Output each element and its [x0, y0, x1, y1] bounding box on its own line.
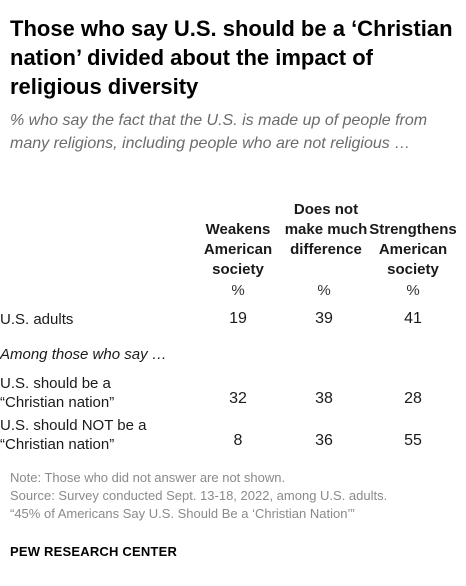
value-cell: 19	[229, 310, 247, 327]
pew-logo: PEW RESEARCH CENTER	[10, 544, 178, 559]
chart-title: Those who say U.S. should be a ‘Christia…	[10, 16, 453, 99]
column-header-label: Weakens American society	[203, 221, 273, 278]
value-cell: 55	[404, 432, 422, 449]
value-cell: 32	[229, 390, 247, 407]
source-text: Source: Survey conducted Sept. 13-18, 20…	[10, 488, 388, 503]
value-cell: 28	[404, 390, 422, 407]
chart-subtitle: % who say the fact that the U.S. is made…	[10, 112, 428, 152]
column-header-label: Strengthens American society	[369, 221, 457, 278]
column-header-weakens: Weakens American society	[188, 220, 288, 280]
value-cell: 36	[315, 432, 333, 449]
row-label-christian-nation: U.S. should be a “Christian nation”	[0, 375, 115, 411]
column-header-strengthens: Strengthens American society	[360, 220, 466, 280]
row-label-us-adults: U.S. adults	[0, 311, 74, 328]
value-cell: 8	[233, 432, 243, 449]
unit-label: %	[231, 282, 245, 299]
unit-label: %	[317, 282, 331, 299]
unit-label: %	[406, 282, 420, 299]
value-cell: 39	[315, 310, 333, 327]
column-header-label: Does not make much difference	[284, 201, 368, 258]
note-text: Note: Those who did not answer are not s…	[10, 470, 286, 485]
row-label-not-christian-nation: U.S. should NOT be a “Christian nation”	[0, 417, 147, 453]
footnotes: Note: Those who did not answer are not s…	[10, 469, 460, 523]
value-cell: 38	[315, 390, 333, 407]
report-title: “45% of Americans Say U.S. Should Be a ‘…	[10, 506, 355, 521]
group-label: Among those who say …	[0, 346, 167, 363]
column-header-no-difference: Does not make much difference	[280, 200, 372, 260]
value-cell: 41	[404, 310, 422, 327]
